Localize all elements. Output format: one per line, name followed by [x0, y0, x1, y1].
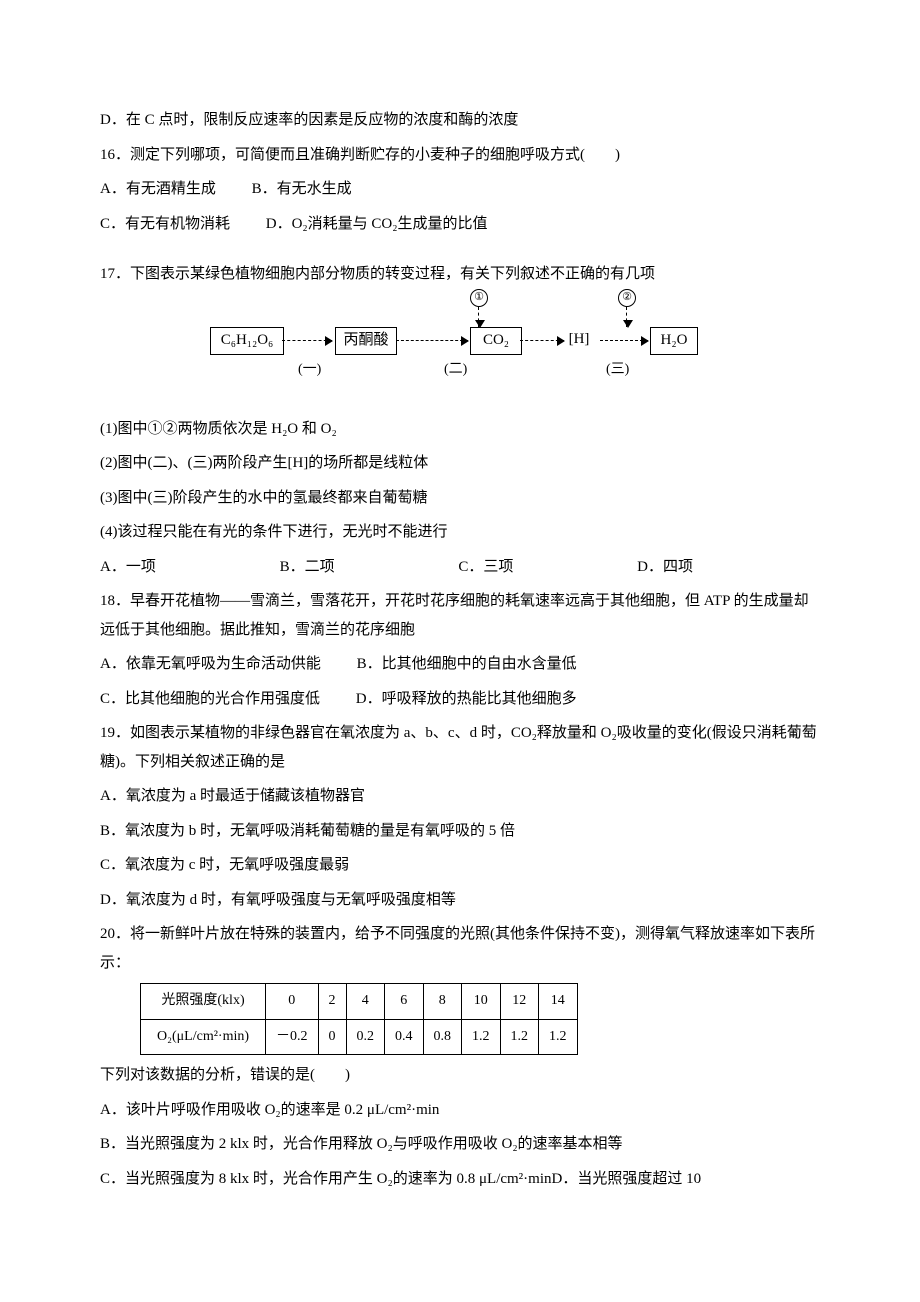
diagram-box-co2: CO₂ [470, 327, 522, 355]
q20-klx-3: 6 [385, 984, 424, 1020]
q20-option-b: B．当光照强度为 2 klx 时，光合作用释放 O₂与呼吸作用吸收 O₂的速率基… [100, 1130, 820, 1159]
q20-row2-label: O₂(μL/cm²·min) [141, 1019, 266, 1055]
arrow-glucose-to-pyruvate [282, 340, 332, 343]
q16-option-c: C．有无有机物消耗 [100, 210, 230, 239]
q19-option-b: B．氧浓度为 b 时，无氧呼吸消耗葡萄糖的量是有氧呼吸的 5 倍 [100, 817, 820, 846]
q16-option-b: B．有无水生成 [252, 175, 352, 204]
q17-option-b: B．二项 [280, 553, 335, 582]
stage-label-3: (三) [606, 357, 629, 384]
q18-options-row1: A．依靠无氧呼吸为生命活动供能 B．比其他细胞中的自由水含量低 [100, 650, 820, 679]
q18-option-b: B．比其他细胞中的自由水含量低 [357, 650, 577, 679]
q20-o2-0: －0.2 [266, 1019, 319, 1055]
q20-o2-1: 0 [318, 1019, 346, 1055]
q17-option-c: C．三项 [458, 553, 513, 582]
q20-table: 光照强度(klx) 0 2 4 6 8 10 12 14 O₂(μL/cm²·m… [140, 983, 578, 1055]
circled-2: ② [618, 289, 636, 307]
q20-option-c: C．当光照强度为 8 klx 时，光合作用产生 O₂的速率为 0.8 μL/cm… [100, 1165, 820, 1194]
q20-table-row2: O₂(μL/cm²·min) －0.2 0 0.2 0.4 0.8 1.2 1.… [141, 1019, 578, 1055]
stage-label-1: (一) [298, 357, 321, 384]
q17-diagram: C₆H₁₂O₆ 丙酮酸 CO₂ [H] H₂O ① ② (一) (二) (三) [210, 307, 730, 397]
arrow-down-2 [626, 307, 629, 327]
q17-s1: (1)图中①②两物质依次是 H₂O 和 O₂ [100, 415, 820, 444]
q17-options: A．一项 B．二项 C．三项 D．四项 [100, 553, 820, 582]
diagram-box-h2o: H₂O [650, 327, 698, 355]
q20-o2-7: 1.2 [539, 1019, 578, 1055]
q18-option-d: D．呼吸释放的热能比其他细胞多 [356, 685, 577, 714]
q20-klx-1: 2 [318, 984, 346, 1020]
arrow-down-1 [478, 307, 481, 327]
q20-option-a: A．该叶片呼吸作用吸收 O₂的速率是 0.2 μL/cm²·min [100, 1096, 820, 1125]
q18-options-row2: C．比其他细胞的光合作用强度低 D．呼吸释放的热能比其他细胞多 [100, 685, 820, 714]
stage-label-2: (二) [444, 357, 467, 384]
q17-option-a: A．一项 [100, 553, 156, 582]
q20-klx-6: 12 [500, 984, 539, 1020]
circled-1: ① [470, 289, 488, 307]
diagram-box-glucose: C₆H₁₂O₆ [210, 327, 284, 355]
arrow-to-h [520, 340, 564, 343]
diagram-box-pyruvate: 丙酮酸 [335, 327, 397, 355]
q20-stem: 20．将一新鲜叶片放在特殊的装置内，给予不同强度的光照(其他条件保持不变)，测得… [100, 920, 820, 977]
q20-o2-3: 0.4 [385, 1019, 424, 1055]
q20-klx-5: 10 [462, 984, 501, 1020]
q17-s3: (3)图中(三)阶段产生的水中的氢最终都来自葡萄糖 [100, 484, 820, 513]
q16-options-row2: C．有无有机物消耗 D．O₂消耗量与 CO₂生成量的比值 [100, 210, 820, 239]
q16-stem: 16．测定下列哪项，可简便而且准确判断贮存的小麦种子的细胞呼吸方式( ) [100, 141, 820, 170]
q17-option-d: D．四项 [637, 553, 693, 582]
q19-option-d: D．氧浓度为 d 时，有氧呼吸强度与无氧呼吸强度相等 [100, 886, 820, 915]
q17-stem: 17．下图表示某绿色植物细胞内部分物质的转变过程，有关下列叙述不正确的有几项 [100, 260, 820, 289]
q20-klx-4: 8 [423, 984, 462, 1020]
q20-table-row1: 光照强度(klx) 0 2 4 6 8 10 12 14 [141, 984, 578, 1020]
q20-o2-2: 0.2 [346, 1019, 385, 1055]
q19-stem: 19．如图表示某植物的非绿色器官在氧浓度为 a、b、c、d 时，CO₂释放量和 … [100, 719, 820, 776]
q17-s2: (2)图中(二)、(三)两阶段产生[H]的场所都是线粒体 [100, 449, 820, 478]
arrow-h-to-h2o [600, 340, 648, 343]
q16-option-a: A．有无酒精生成 [100, 175, 216, 204]
q16-option-d: D．O₂消耗量与 CO₂生成量的比值 [266, 210, 488, 239]
q15-option-d: D．在 C 点时，限制反应速率的因素是反应物的浓度和酶的浓度 [100, 106, 820, 135]
q20-row1-label: 光照强度(klx) [141, 984, 266, 1020]
q20-klx-7: 14 [539, 984, 578, 1020]
q18-option-a: A．依靠无氧呼吸为生命活动供能 [100, 650, 321, 679]
q20-klx-2: 4 [346, 984, 385, 1020]
q20-o2-5: 1.2 [462, 1019, 501, 1055]
q19-option-a: A．氧浓度为 a 时最适于储藏该植物器官 [100, 782, 820, 811]
q18-stem: 18．早春开花植物——雪滴兰，雪落花开，开花时花序细胞的耗氧速率远高于其他细胞，… [100, 587, 820, 644]
q20-klx-0: 0 [266, 984, 319, 1020]
q20-after: 下列对该数据的分析，错误的是( ) [100, 1061, 820, 1090]
q19-option-c: C．氧浓度为 c 时，无氧呼吸强度最弱 [100, 851, 820, 880]
q20-o2-6: 1.2 [500, 1019, 539, 1055]
arrow-pyruvate-to-co2 [396, 340, 468, 343]
q18-option-c: C．比其他细胞的光合作用强度低 [100, 685, 320, 714]
diagram-box-h: [H] [560, 327, 598, 353]
q20-o2-4: 0.8 [423, 1019, 462, 1055]
q16-options-row1: A．有无酒精生成 B．有无水生成 [100, 175, 820, 204]
q17-s4: (4)该过程只能在有光的条件下进行，无光时不能进行 [100, 518, 820, 547]
